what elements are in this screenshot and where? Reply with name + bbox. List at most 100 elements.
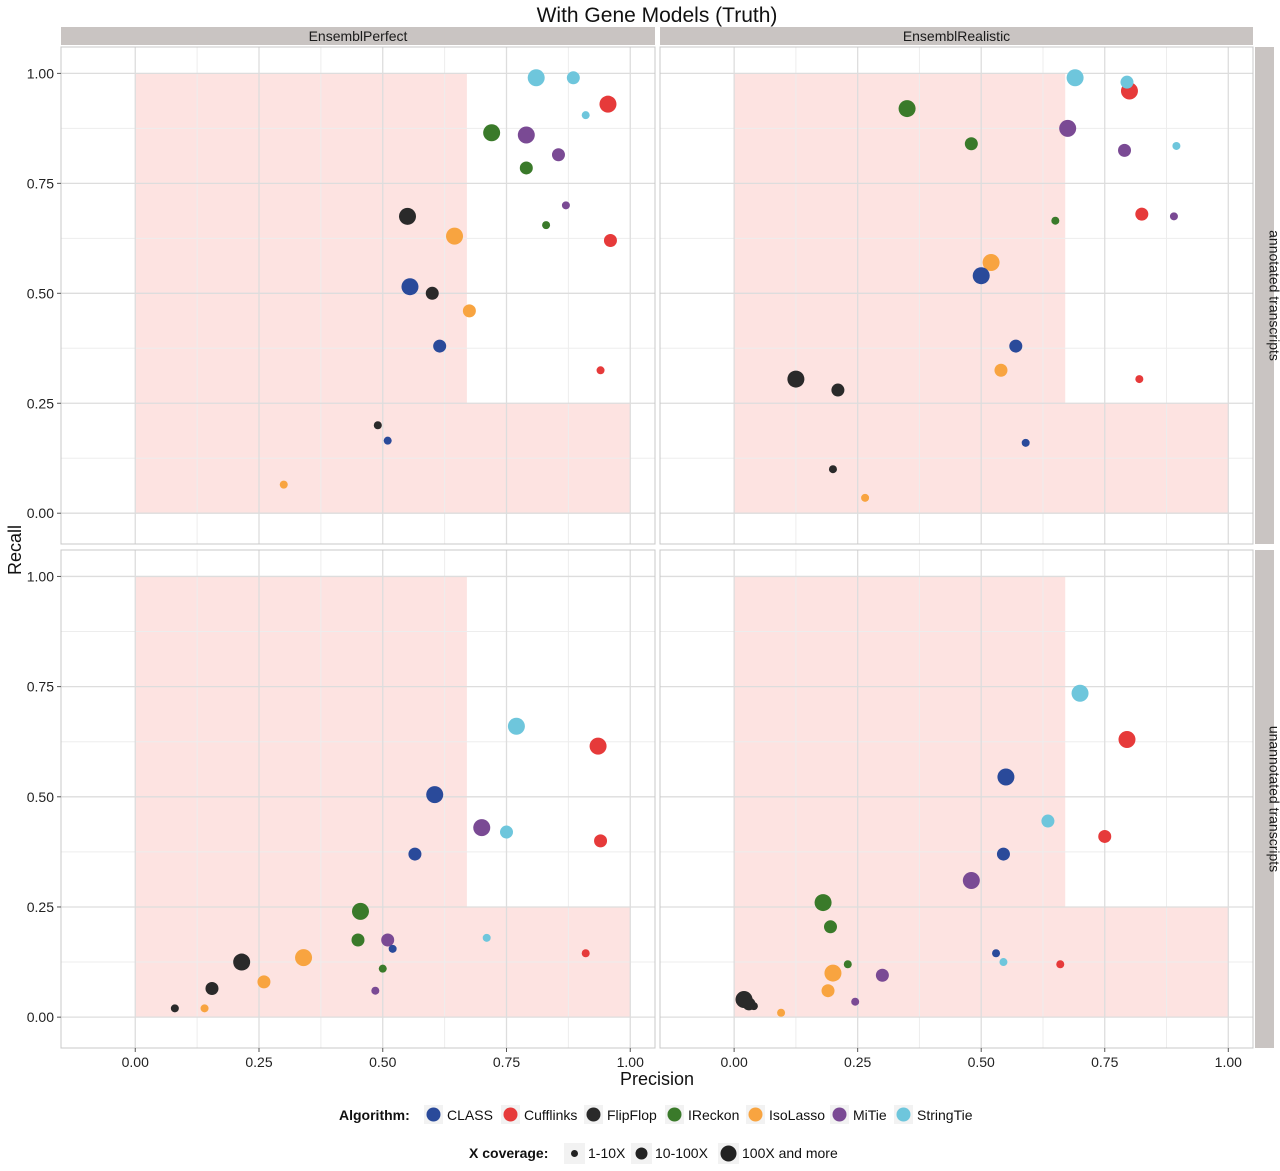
panel-ensemblperfect-annotated-transcripts: 0.00 0.25 0.50 0.75 1.00 [27, 46, 656, 545]
legend-label-1-10x: 1-10X [588, 1145, 626, 1161]
legend-label-flipflop: FlipFlop [607, 1107, 657, 1123]
point-mitie [962, 872, 980, 890]
point-stringtie [566, 71, 580, 85]
point-class [401, 278, 419, 296]
point-cufflinks [1135, 375, 1144, 384]
point-flipflop [399, 207, 416, 225]
legend-marker-flipflop [586, 1107, 601, 1122]
x-tick-label: 0.25 [245, 1054, 272, 1070]
point-ireckon [814, 894, 832, 912]
point-stringtie [1066, 69, 1084, 87]
point-class [996, 847, 1010, 861]
point-cufflinks [594, 834, 608, 848]
point-isolasso [821, 984, 835, 998]
point-flipflop [749, 1002, 758, 1011]
x-axis-title: Precision [620, 1069, 694, 1089]
strip-ensemblrealistic [660, 27, 1253, 45]
point-cufflinks [1056, 960, 1065, 969]
point-isolasso [861, 493, 870, 502]
legend-marker-class [426, 1107, 441, 1122]
legend-label-ireckon: IReckon [688, 1107, 739, 1123]
point-stringtie [1172, 141, 1181, 150]
point-mitie [875, 968, 889, 982]
point-stringtie [581, 111, 590, 120]
point-cufflinks [603, 234, 617, 248]
point-isolasso [279, 480, 288, 489]
y-tick-label: 0.75 [27, 175, 54, 191]
legend-marker-stringtie [896, 1107, 911, 1122]
point-stringtie [1120, 75, 1134, 89]
point-flipflop [205, 982, 219, 996]
y-axis-title: Recall [5, 525, 25, 575]
legend-label-isolasso: IsoLasso [769, 1107, 825, 1123]
panel-ensemblrealistic-annotated-transcripts [659, 46, 1254, 545]
point-flipflop [233, 953, 251, 971]
point-isolasso [257, 975, 271, 989]
point-flipflop [170, 1004, 179, 1013]
x-tick-label: 0.50 [968, 1054, 995, 1070]
point-stringtie [500, 825, 513, 839]
panel-ensemblperfect-unannotated-transcripts: 0.00 0.25 0.50 0.75 1.00 0.00 0.25 0.50 0.75 1.00 [27, 549, 656, 1070]
point-class [992, 949, 1001, 958]
legend-label-100x-and-more: 100X and more [742, 1145, 838, 1161]
legend-label-mitie: MiTie [853, 1107, 887, 1123]
point-cufflinks [581, 949, 590, 958]
y-tick-label: 0.25 [27, 899, 54, 915]
point-class [1021, 438, 1030, 447]
panel-border [60, 549, 656, 1049]
point-cufflinks [599, 95, 617, 113]
point-mitie [551, 148, 565, 162]
point-ireckon [378, 964, 387, 973]
point-class [383, 436, 392, 445]
x-tick-label: 0.00 [122, 1054, 149, 1070]
y-tick-label: 0.00 [27, 505, 54, 521]
legend-label-10-100x: 10-100X [655, 1145, 709, 1161]
point-mitie [473, 819, 491, 837]
point-ireckon [351, 933, 365, 947]
legend-marker-isolasso [748, 1107, 763, 1122]
point-flipflop [828, 465, 837, 474]
chart-title: With Gene Models (Truth) [537, 4, 778, 27]
y-tick-label: 0.75 [27, 679, 54, 695]
panel-border [659, 46, 1254, 545]
x-tick-label: 0.75 [493, 1054, 520, 1070]
point-flipflop [787, 370, 805, 388]
point-stringtie [482, 933, 491, 942]
legend-marker-100x-and-more [720, 1145, 737, 1162]
point-ireckon [1051, 216, 1060, 225]
point-flipflop [425, 286, 439, 300]
point-class [408, 847, 422, 861]
strip-unannotated-transcripts [1255, 550, 1274, 1048]
legend-marker-ireckon [667, 1107, 682, 1122]
x-tick-label: 0.50 [369, 1054, 396, 1070]
point-isolasso [200, 1004, 209, 1013]
y-tick-label: 0.25 [27, 395, 54, 411]
strip-ensemblperfect [61, 27, 655, 45]
point-ireckon [898, 100, 916, 118]
point-ireckon [351, 902, 369, 920]
legend-marker-10-100x [635, 1147, 648, 1160]
x-tick-label: 1.00 [617, 1054, 644, 1070]
point-mitie [371, 986, 380, 995]
point-mitie [561, 201, 570, 210]
legend-label-class: CLASS [447, 1107, 493, 1123]
legend-label-stringtie: StringTie [917, 1107, 973, 1123]
point-mitie [517, 126, 535, 144]
point-flipflop [831, 383, 845, 397]
algorithm-legend-title: Algorithm: [339, 1107, 410, 1123]
panel-ensemblrealistic-unannotated-transcripts: 0.00 0.25 0.50 0.75 1.00 [659, 549, 1254, 1070]
point-class [997, 768, 1015, 786]
legend-marker-1-10x [571, 1150, 578, 1157]
point-class [972, 267, 990, 285]
point-class [388, 944, 397, 953]
y-tick-label: 1.00 [27, 65, 54, 81]
point-stringtie [999, 958, 1008, 967]
point-isolasso [982, 254, 1000, 272]
point-isolasso [777, 1008, 786, 1017]
point-cufflinks [1118, 731, 1136, 749]
point-class [426, 786, 444, 804]
strip-label-annotated-transcripts: annotated transcripts [1267, 230, 1280, 361]
strip-annotated-transcripts [1255, 47, 1274, 544]
strip-label-ensemblperfect: EnsemblPerfect [309, 28, 408, 44]
